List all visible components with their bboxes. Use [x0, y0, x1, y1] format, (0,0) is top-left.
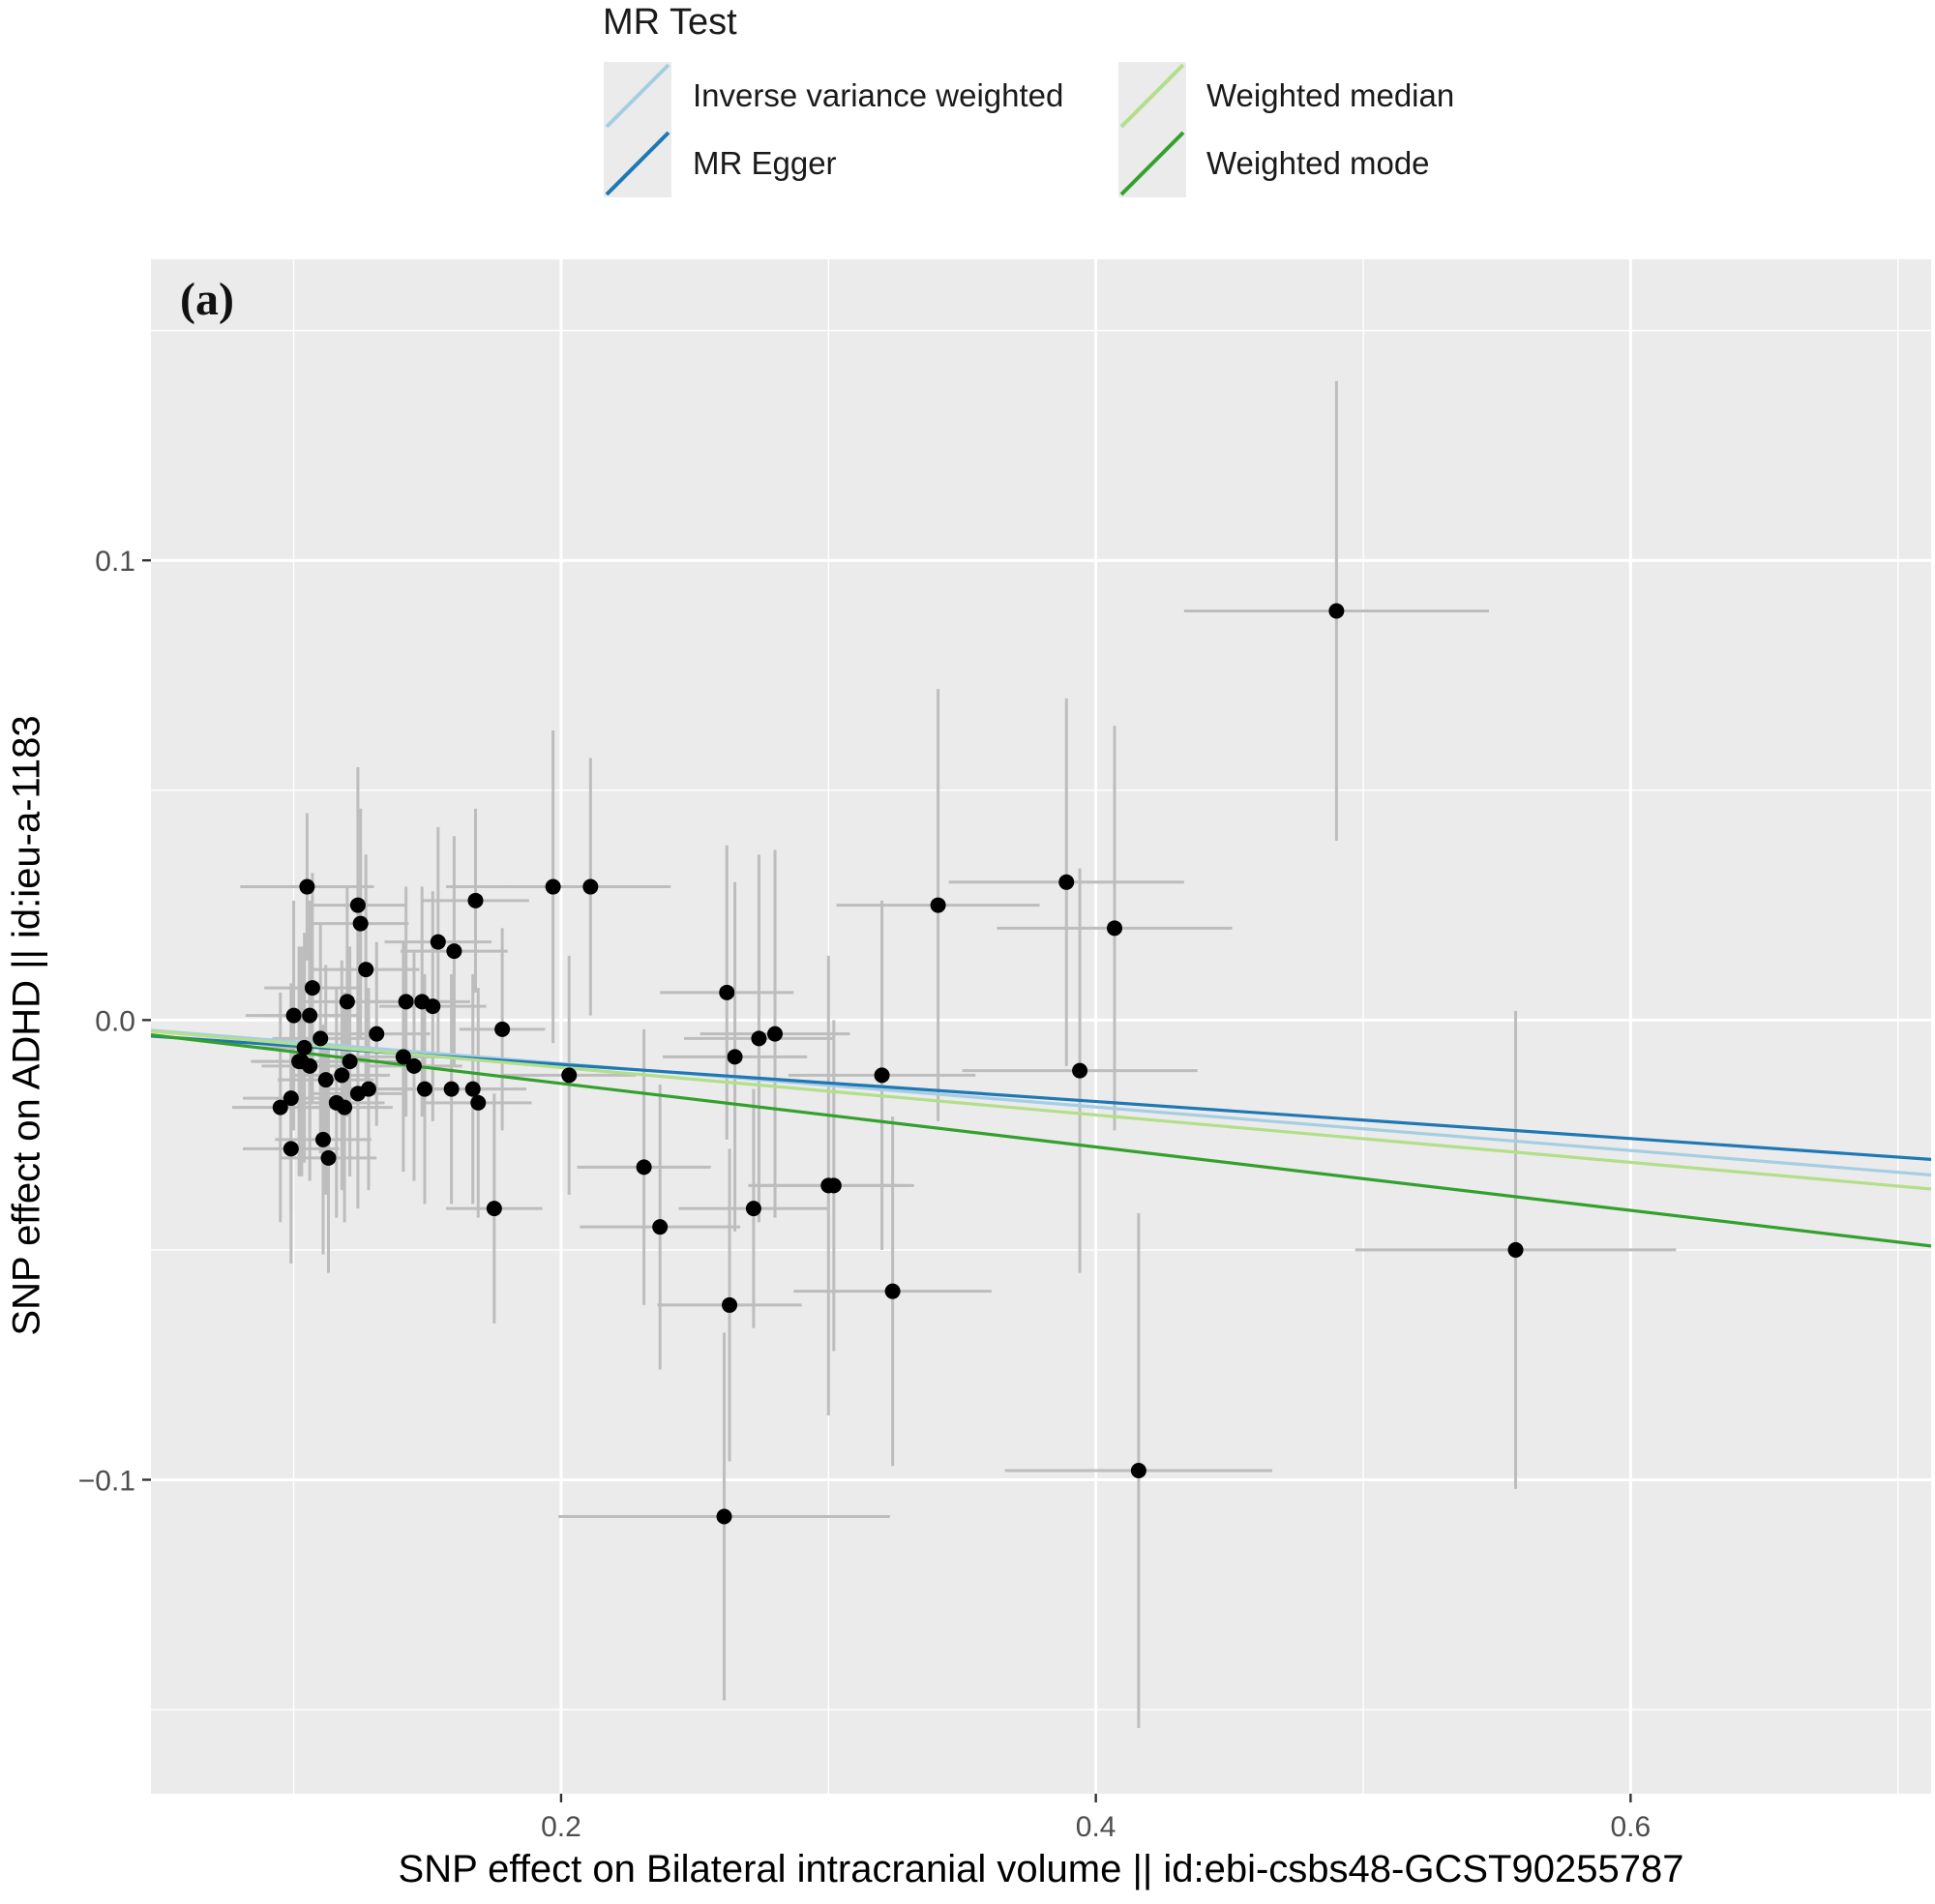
legend-label-weighted-median: Weighted median: [1206, 77, 1455, 113]
data-point: [930, 897, 946, 913]
data-point: [825, 1177, 842, 1194]
data-point: [314, 1131, 331, 1147]
grid-lines: [151, 259, 1931, 1794]
legend-key-line: [605, 63, 670, 129]
regression-lines: [151, 1028, 1931, 1248]
data-point: [352, 915, 369, 932]
data-point: [405, 1057, 422, 1074]
data-point: [745, 1201, 761, 1217]
data-point: [430, 934, 446, 950]
data-point: [285, 1007, 302, 1024]
data-point: [339, 994, 355, 1010]
x-tick-label: 0.2: [541, 1811, 581, 1843]
data-point: [272, 1099, 288, 1116]
data-point: [358, 962, 374, 978]
data-point: [398, 994, 414, 1010]
data-point: [349, 1086, 366, 1102]
legend-key-line: [1119, 131, 1185, 196]
data-point: [561, 1067, 578, 1084]
data-point: [283, 1141, 299, 1157]
regression-line-weighted-median: [151, 1029, 1931, 1191]
data-point: [416, 1081, 432, 1097]
legend-label-weighted-mode: Weighted mode: [1206, 145, 1430, 181]
data-point: [486, 1201, 502, 1217]
y-tick-label: 0.0: [95, 1005, 135, 1037]
data-points: [272, 603, 1524, 1525]
legend-keys: [604, 62, 1186, 197]
data-point: [283, 1090, 299, 1107]
data-point: [636, 1159, 652, 1175]
data-point: [652, 1219, 669, 1235]
legend-key-line: [1119, 63, 1185, 129]
data-point: [1058, 874, 1075, 890]
y-axis-label: SNP effect on ADHD || id:ieu-a-1183: [5, 715, 48, 1336]
x-tick-label: 0.6: [1611, 1811, 1652, 1843]
legend-title: MR Test: [603, 2, 737, 43]
data-point: [369, 1026, 385, 1042]
data-point: [1507, 1241, 1524, 1258]
data-point: [446, 943, 462, 960]
data-point: [299, 878, 315, 895]
data-point: [313, 1030, 329, 1047]
data-point: [464, 1081, 481, 1097]
legend-key-line: [605, 131, 670, 196]
data-point: [334, 1067, 350, 1084]
regression-line-weighted-mode: [151, 1033, 1931, 1248]
legend-label-ivw: Inverse variance weighted: [693, 77, 1064, 113]
y-tick-label: −0.1: [78, 1465, 135, 1497]
legend-label-mr-egger: MR Egger: [693, 145, 837, 181]
data-point: [545, 878, 561, 895]
data-point: [719, 984, 735, 1000]
data-point: [291, 1054, 308, 1070]
data-point: [722, 1296, 738, 1313]
data-point: [328, 1094, 344, 1111]
axis-ticks: 0.2 0.4 0.6 0.1 0.0 −0.1: [78, 546, 1651, 1843]
data-point: [296, 1039, 313, 1056]
data-point: [320, 1149, 337, 1166]
data-point: [304, 980, 320, 997]
x-tick-label: 0.4: [1076, 1811, 1116, 1843]
data-point: [342, 1054, 358, 1070]
regression-line-inverse-variance-weighted: [151, 1028, 1931, 1177]
data-point: [302, 1007, 318, 1024]
data-point: [1130, 1462, 1146, 1478]
plot-panel: [151, 259, 1931, 1794]
data-point: [395, 1049, 411, 1065]
data-point: [1106, 920, 1122, 937]
data-point: [467, 892, 484, 908]
data-point: [716, 1508, 732, 1525]
data-point: [443, 1081, 460, 1097]
data-point: [1072, 1062, 1088, 1079]
data-point: [727, 1049, 743, 1065]
data-point: [767, 1026, 784, 1042]
data-point: [751, 1030, 767, 1047]
data-point: [317, 1072, 334, 1088]
x-axis-label: SNP effect on Bilateral intracranial vol…: [398, 1848, 1684, 1890]
data-point: [1328, 603, 1345, 619]
data-point: [874, 1067, 890, 1084]
data-point: [349, 897, 366, 913]
data-point: [884, 1283, 901, 1299]
data-point: [414, 994, 431, 1010]
data-point: [470, 1094, 487, 1111]
data-point: [494, 1021, 511, 1037]
y-tick-label: 0.1: [95, 546, 135, 578]
data-point: [582, 878, 599, 895]
panel-label: (a): [180, 274, 234, 325]
